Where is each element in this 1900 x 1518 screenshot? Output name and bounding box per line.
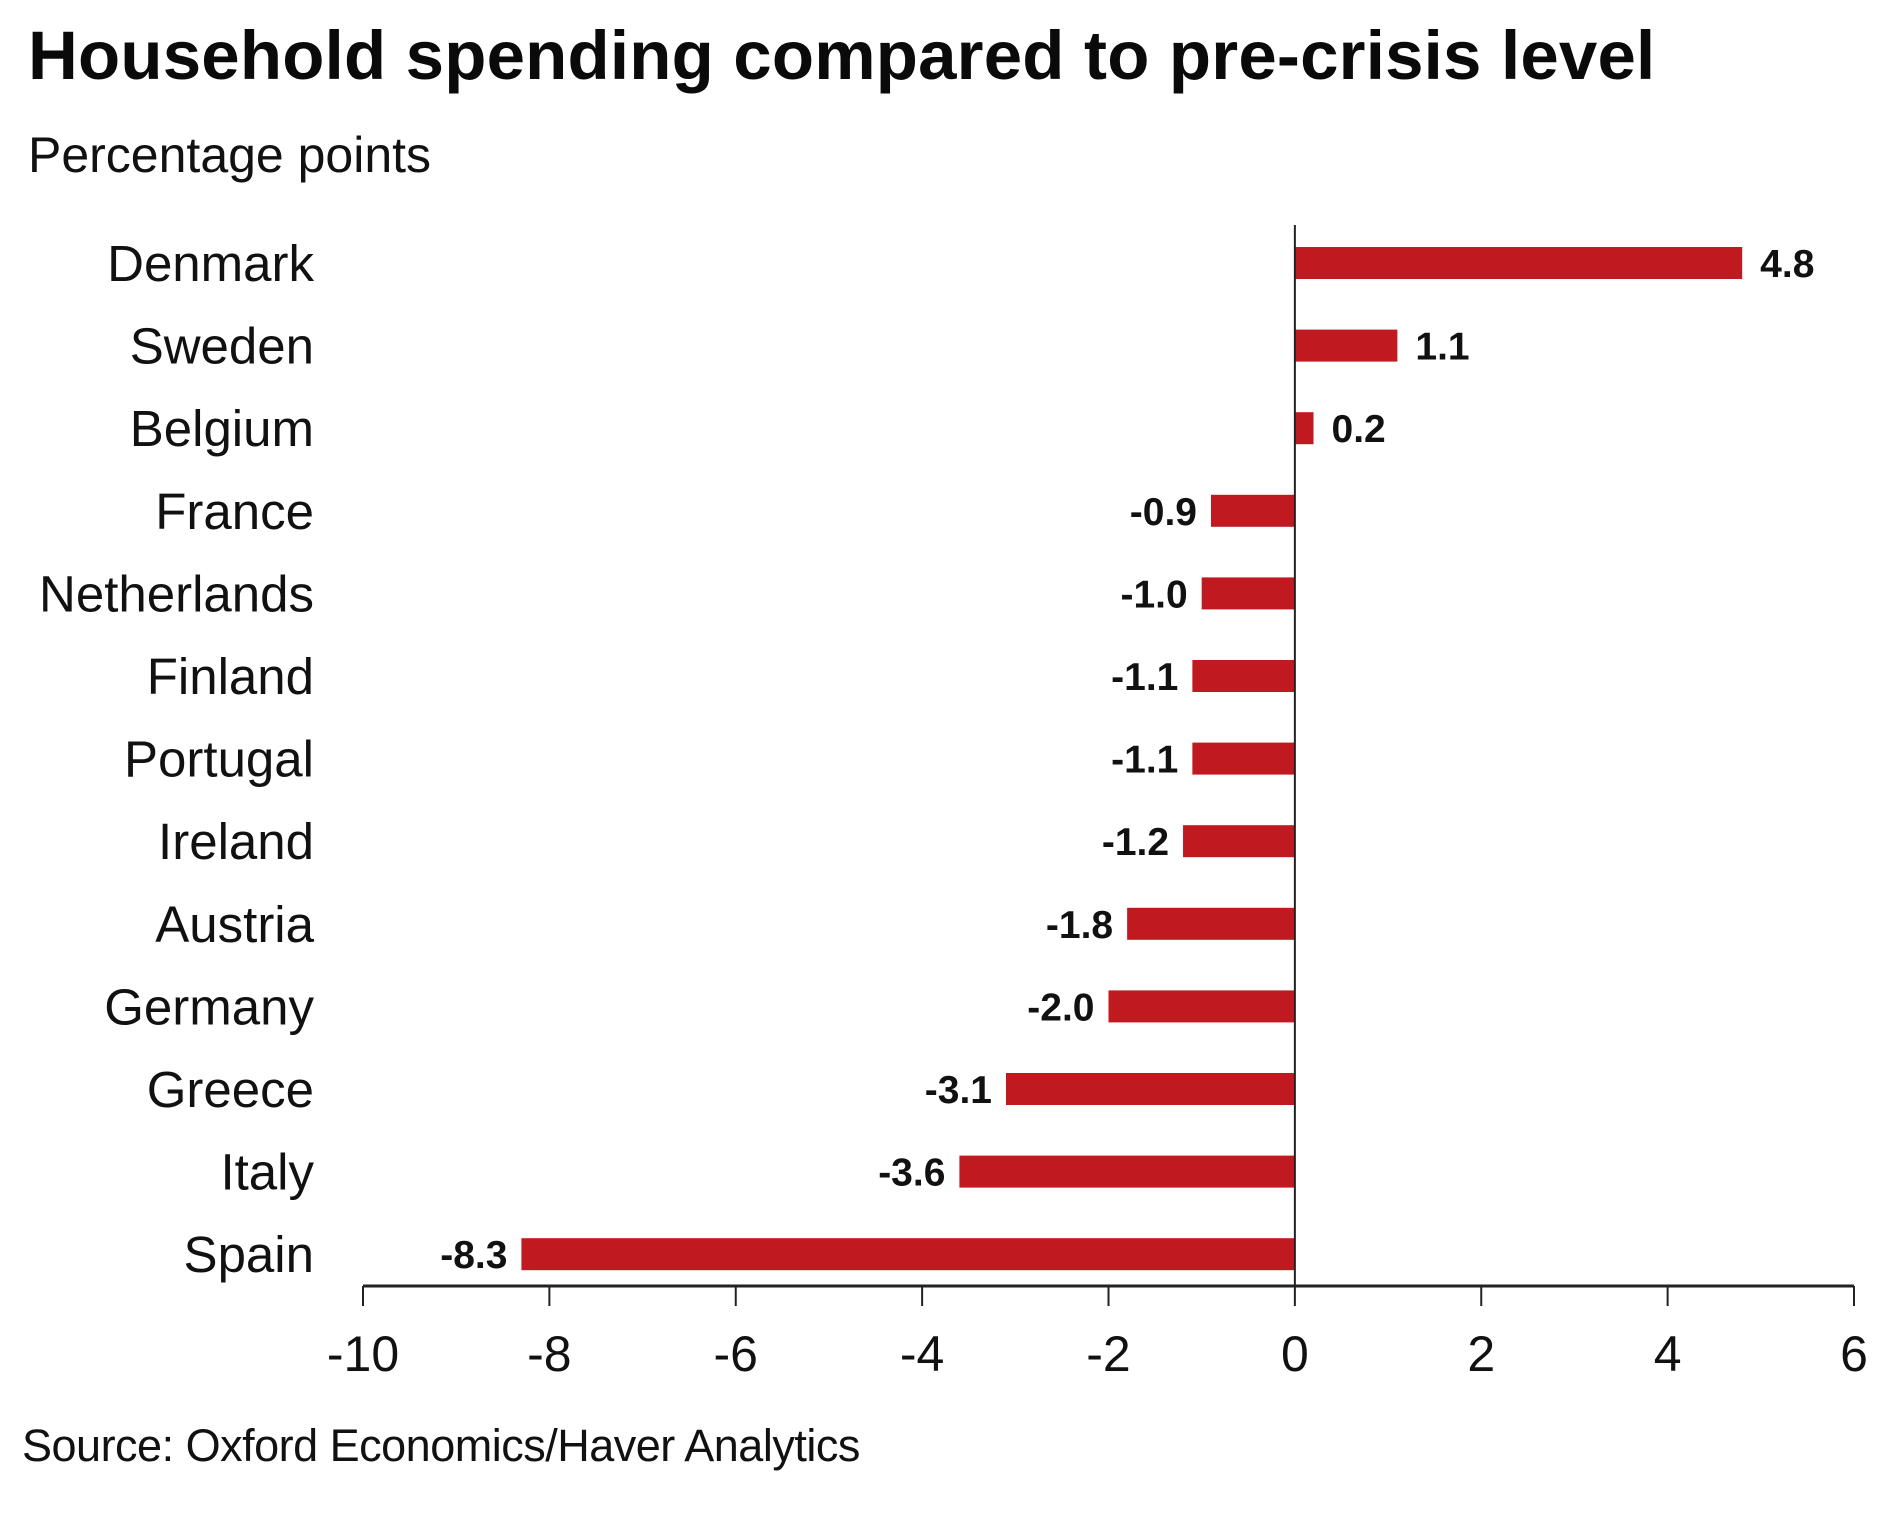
- bar-france: [1211, 494, 1295, 527]
- category-label: Ireland: [158, 813, 314, 870]
- x-tick-label: -4: [900, 1326, 944, 1382]
- category-label: Spain: [184, 1226, 314, 1283]
- value-label: 0.2: [1332, 408, 1386, 451]
- x-tick-label: 0: [1281, 1326, 1309, 1382]
- bars-group: [521, 247, 1743, 1271]
- bar-belgium: [1294, 412, 1314, 445]
- category-label: Denmark: [107, 235, 314, 292]
- x-tick-label: -6: [714, 1326, 758, 1382]
- bar-italy: [959, 1155, 1295, 1188]
- value-label: -1.1: [1111, 739, 1178, 782]
- x-tick-label: -8: [527, 1326, 571, 1382]
- x-tick-label: 2: [1467, 1326, 1495, 1382]
- x-tick-label: -2: [1086, 1326, 1130, 1382]
- category-label: Greece: [147, 1061, 314, 1118]
- bar-austria: [1127, 907, 1295, 940]
- category-label: Austria: [155, 896, 314, 953]
- bar-germany: [1108, 990, 1295, 1023]
- value-label: 1.1: [1415, 326, 1469, 369]
- value-label: -2.0: [1027, 986, 1094, 1029]
- category-label: Belgium: [130, 400, 314, 457]
- value-label: -1.1: [1111, 656, 1178, 699]
- chart-subtitle: Percentage points: [28, 127, 432, 183]
- bar-finland: [1192, 660, 1295, 692]
- chart-title: Household spending compared to pre-crisi…: [28, 17, 1656, 94]
- value-label: -3.6: [878, 1152, 945, 1195]
- bar-netherlands: [1201, 577, 1295, 610]
- category-label: Portugal: [124, 731, 314, 788]
- category-label: Finland: [147, 648, 314, 705]
- source-note: Source: Oxford Economics/Haver Analytics: [22, 1420, 860, 1471]
- bar-greece: [1005, 1073, 1295, 1105]
- category-label: Germany: [104, 978, 314, 1035]
- category-labels: Denmark Sweden Belgium France Netherlands Fin…: [39, 235, 315, 1283]
- category-label: Sweden: [130, 318, 314, 375]
- value-label: 4.8: [1760, 243, 1814, 286]
- category-label: Italy: [220, 1144, 314, 1201]
- x-tick-label: -10: [327, 1326, 399, 1382]
- bar-sweden: [1294, 329, 1398, 362]
- x-tick-label: 4: [1654, 1326, 1682, 1382]
- bar-ireland: [1183, 825, 1295, 858]
- value-label: -1.2: [1102, 821, 1169, 864]
- value-label: -0.9: [1130, 491, 1197, 534]
- value-label: -3.1: [925, 1069, 992, 1112]
- value-label: -1.0: [1120, 573, 1187, 616]
- bar-spain: [521, 1238, 1295, 1271]
- axes: -10 -8 -6 -4 -2 0 2 4 6: [327, 225, 1868, 1382]
- value-label: -8.3: [440, 1234, 507, 1277]
- bar-portugal: [1192, 742, 1295, 775]
- value-label: -1.8: [1046, 904, 1113, 947]
- category-label: France: [155, 483, 314, 540]
- x-tick-label: 6: [1840, 1326, 1868, 1382]
- bar-denmark: [1294, 247, 1743, 279]
- category-label: Netherlands: [39, 565, 314, 622]
- value-labels: 4.8 1.1 0.2 -0.9 -1.0 -1.1 -1.1 -1.2 -1.8 -2.0 -3.…: [440, 243, 1814, 1277]
